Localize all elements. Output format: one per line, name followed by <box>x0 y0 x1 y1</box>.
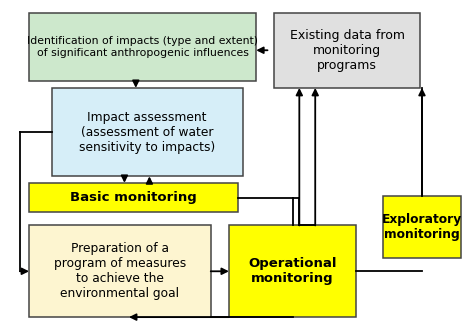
FancyBboxPatch shape <box>29 183 238 212</box>
FancyBboxPatch shape <box>52 88 243 176</box>
FancyBboxPatch shape <box>229 225 356 317</box>
Text: Identification of impacts (type and extent)
of significant anthropogenic influen: Identification of impacts (type and exte… <box>27 36 258 58</box>
FancyBboxPatch shape <box>29 13 256 81</box>
Text: Operational
monitoring: Operational monitoring <box>248 257 337 285</box>
Text: Preparation of a
program of measures
to achieve the
environmental goal: Preparation of a program of measures to … <box>54 242 186 300</box>
Text: Existing data from
monitoring
programs: Existing data from monitoring programs <box>290 29 404 72</box>
Text: Impact assessment
(assessment of water
sensitivity to impacts): Impact assessment (assessment of water s… <box>79 111 215 154</box>
Text: Exploratory
monitoring: Exploratory monitoring <box>382 213 462 241</box>
FancyBboxPatch shape <box>29 225 211 317</box>
Text: Basic monitoring: Basic monitoring <box>70 191 197 204</box>
FancyBboxPatch shape <box>274 13 419 88</box>
FancyBboxPatch shape <box>383 196 461 258</box>
